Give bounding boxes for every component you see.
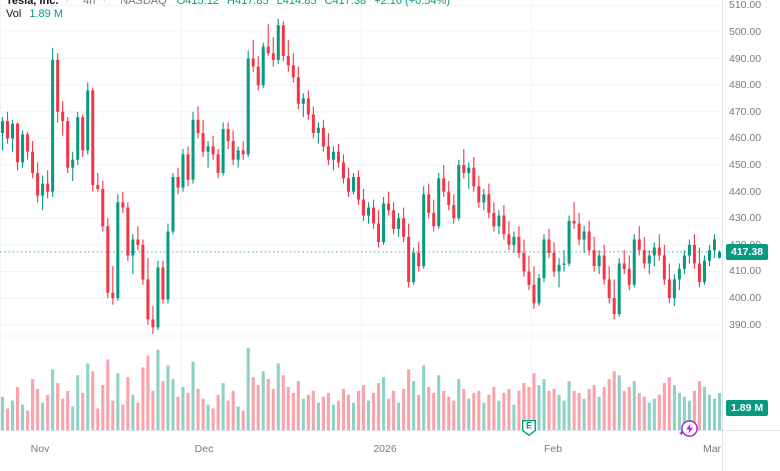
time-tick-nov: Nov <box>30 443 50 455</box>
candlestick-series <box>1 18 721 335</box>
price-tick-6: 450.00 <box>729 159 762 171</box>
sparkle-marker[interactable] <box>676 418 700 442</box>
chart-plot-area[interactable] <box>0 0 723 430</box>
price-axis[interactable]: 510.00 500.00 490.00 480.00 470.00 460.00 450.… <box>722 0 780 430</box>
price-tick-12: 390.00 <box>729 318 762 331</box>
price-tick-4: 470.00 <box>729 105 762 118</box>
time-tick-2026: 2026 <box>373 443 397 455</box>
time-tick-feb: Feb <box>543 443 563 455</box>
price-tick-3: 480.00 <box>729 79 762 92</box>
price-tick-11: 400.00 <box>729 292 762 305</box>
axis-corner <box>722 431 780 471</box>
last-price-line <box>0 251 722 253</box>
price-tick-5: 460.00 <box>729 132 762 145</box>
volume-series <box>0 347 722 430</box>
price-tick-10: 410.00 <box>729 265 762 278</box>
last-price-badge[interactable]: 417.38 <box>726 243 769 260</box>
time-tick-dec: Dec <box>194 443 214 455</box>
sparkle-lightning-icon <box>678 420 698 437</box>
time-tick-mar: Mar <box>702 443 722 455</box>
price-tick-7: 440.00 <box>729 185 762 198</box>
volume-badge[interactable]: 1.89 M <box>726 400 769 416</box>
time-axis[interactable]: Nov Dec 2026 Feb Mar <box>0 430 780 471</box>
price-tick-1: 500.00 <box>729 25 762 38</box>
earnings-tag-icon: E <box>522 420 536 437</box>
earnings-letter: E <box>526 421 532 431</box>
price-tick-8: 430.00 <box>729 212 762 225</box>
earnings-marker[interactable]: E <box>522 420 537 437</box>
price-tick-0: 510.00 <box>729 0 762 12</box>
price-tick-2: 490.00 <box>729 52 762 65</box>
